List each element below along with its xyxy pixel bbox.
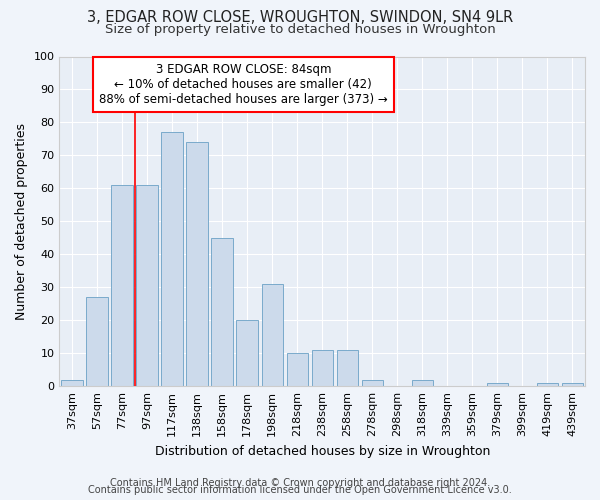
Bar xyxy=(161,132,182,386)
Bar xyxy=(112,185,133,386)
Bar xyxy=(61,380,83,386)
Bar xyxy=(187,142,208,386)
Bar xyxy=(362,380,383,386)
Bar xyxy=(136,185,158,386)
Text: Contains public sector information licensed under the Open Government Licence v3: Contains public sector information licen… xyxy=(88,485,512,495)
Bar xyxy=(262,284,283,386)
Bar xyxy=(537,383,558,386)
X-axis label: Distribution of detached houses by size in Wroughton: Distribution of detached houses by size … xyxy=(155,444,490,458)
Text: Size of property relative to detached houses in Wroughton: Size of property relative to detached ho… xyxy=(104,22,496,36)
Y-axis label: Number of detached properties: Number of detached properties xyxy=(15,123,28,320)
Text: 3, EDGAR ROW CLOSE, WROUGHTON, SWINDON, SN4 9LR: 3, EDGAR ROW CLOSE, WROUGHTON, SWINDON, … xyxy=(87,10,513,25)
Bar xyxy=(86,297,107,386)
Bar xyxy=(211,238,233,386)
Bar xyxy=(236,320,258,386)
Bar xyxy=(562,383,583,386)
Text: Contains HM Land Registry data © Crown copyright and database right 2024.: Contains HM Land Registry data © Crown c… xyxy=(110,478,490,488)
Bar xyxy=(337,350,358,386)
Bar xyxy=(412,380,433,386)
Bar xyxy=(487,383,508,386)
Bar xyxy=(311,350,333,386)
Bar xyxy=(287,353,308,386)
Text: 3 EDGAR ROW CLOSE: 84sqm
← 10% of detached houses are smaller (42)
88% of semi-d: 3 EDGAR ROW CLOSE: 84sqm ← 10% of detach… xyxy=(99,63,388,106)
